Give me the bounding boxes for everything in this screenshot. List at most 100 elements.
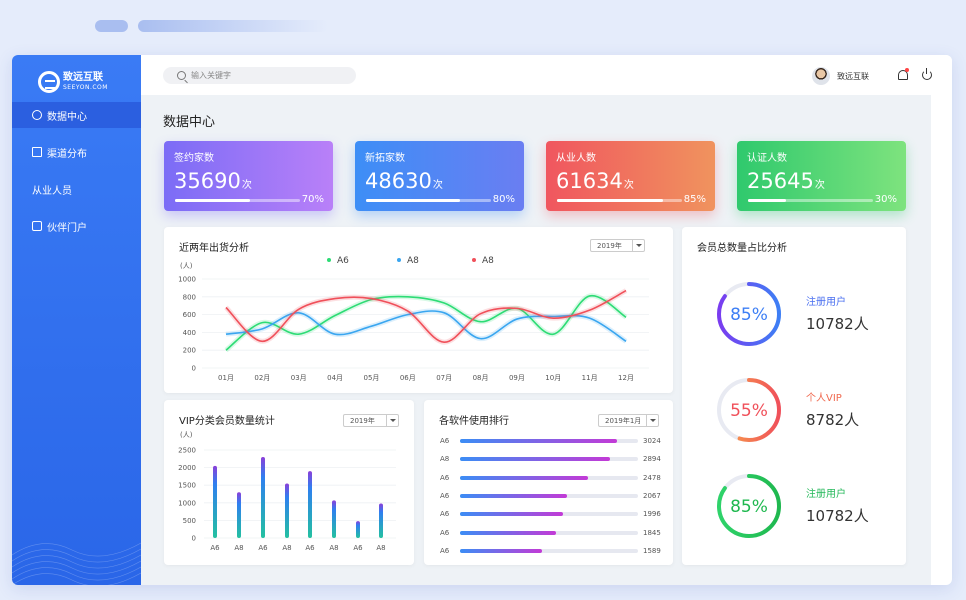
x-tick-label: A8	[282, 544, 291, 552]
ranking-fill	[460, 475, 589, 480]
stat-value-row: 61634 次	[556, 169, 705, 193]
search-input[interactable]: 输入关键字	[163, 67, 356, 84]
ranking-label: A6	[440, 491, 450, 500]
ranking-row[interactable]: A6 1845	[440, 529, 661, 537]
series-line[interactable]	[225, 295, 627, 351]
ranking-label: A6	[440, 437, 450, 445]
home-icon	[32, 147, 42, 157]
sidebar-item-partners[interactable]: 伙伴门户	[12, 213, 141, 239]
ranking-label: A8	[440, 455, 450, 464]
logo-icon	[38, 71, 60, 93]
ranking-row[interactable]: A6 1996	[440, 510, 661, 518]
stat-progress-bar	[175, 199, 300, 202]
ranking-value: 2067	[643, 491, 661, 500]
ranking-row[interactable]: A8 2894	[440, 455, 661, 463]
ranking-row[interactable]: A6 2478	[440, 474, 661, 482]
stat-card[interactable]: 签约家数 35690 次 70%	[164, 141, 333, 211]
brand-logo[interactable]: 致远互联 SEEYON.COM	[38, 69, 118, 95]
ranking-month-select[interactable]: 2019年1月	[598, 414, 659, 427]
x-tick-label: A8	[376, 544, 385, 552]
ranking-label: A6	[440, 473, 450, 482]
vip-year-select[interactable]: 2019年	[343, 414, 399, 427]
sidebar-item-data-center[interactable]: 数据中心	[12, 102, 141, 128]
user-menu[interactable]: 致远互联	[812, 67, 869, 85]
member-ring-row[interactable]: 85% 注册用户 10782人	[714, 279, 904, 349]
stat-value-row: 25645 次	[747, 169, 896, 193]
legend-label[interactable]: A6	[337, 256, 349, 266]
bar[interactable]	[308, 471, 312, 538]
stat-value: 25645	[747, 169, 814, 193]
main-content: 数据中心 签约家数 35690 次 70% 新拓家数 48630 次 80% 从业人数 61634…	[141, 95, 931, 585]
stat-label: 签约家数	[174, 153, 214, 164]
member-ring-row[interactable]: 55% 个人VIP 8782人	[714, 375, 904, 445]
stat-card[interactable]: 新拓家数 48630 次 80%	[355, 141, 524, 211]
bar[interactable]	[332, 500, 336, 538]
ring-percent: 85%	[730, 305, 768, 325]
power-icon[interactable]	[922, 68, 932, 80]
progress-ring: 85%	[717, 282, 781, 346]
stat-card[interactable]: 认证人数 25645 次 30%	[737, 141, 906, 211]
ranking-row[interactable]: A6 3024	[440, 437, 661, 445]
legend-marker	[397, 258, 401, 262]
select-value: 2019年1月	[605, 416, 642, 425]
member-ring-row[interactable]: 85% 注册用户 10782人	[714, 471, 904, 541]
stat-value-row: 48630 次	[365, 169, 514, 193]
ranking-row[interactable]: A6 2067	[440, 492, 661, 500]
stat-unit: 次	[814, 180, 825, 191]
search-placeholder: 输入关键字	[191, 71, 231, 80]
ranking-value: 2478	[643, 473, 661, 482]
partner-icon	[32, 221, 42, 231]
y-axis-unit: (人)	[180, 262, 193, 270]
y-tick-label: 400	[183, 329, 196, 337]
x-tick-label: A6	[305, 544, 315, 552]
stat-card[interactable]: 从业人数 61634 次 85%	[546, 141, 715, 211]
ranking-track	[460, 493, 638, 498]
ring-fill	[717, 378, 781, 442]
x-tick-label: 08月	[473, 374, 489, 382]
legend-marker	[327, 258, 331, 262]
bar[interactable]	[285, 483, 289, 538]
stat-unit: 次	[623, 180, 634, 191]
legend-label[interactable]: A8	[407, 256, 419, 266]
x-tick-label: 04月	[327, 374, 343, 382]
legend-marker	[472, 258, 476, 262]
bar[interactable]	[237, 492, 241, 538]
ranking-value: 1589	[643, 546, 661, 555]
x-tick-label: 02月	[254, 374, 270, 382]
ranking-label: A6	[440, 528, 450, 537]
series-line[interactable]	[225, 310, 627, 342]
ranking-value: 1845	[643, 528, 661, 537]
ranking-fill	[460, 493, 568, 498]
bar[interactable]	[356, 521, 360, 538]
x-tick-label: 07月	[436, 374, 452, 382]
sidebar-item-label: 渠道分布	[47, 148, 87, 160]
bar[interactable]	[213, 465, 217, 538]
ring-value: 10782人	[806, 507, 869, 525]
x-tick-label: 03月	[291, 374, 307, 382]
stat-label: 从业人数	[556, 153, 596, 164]
ring-text: 注册用户 10782人	[806, 293, 869, 334]
shipment-year-select[interactable]: 2019年	[590, 239, 645, 252]
shipment-line-chart: (人) 0 200 400 600 800 1000 01月 02月 03月 04月 05月 06月 07…	[178, 256, 649, 382]
ranking-card: 各软件使用排行 2019年1月 A6 3024 A8 2894 A6 2478 A6 2067…	[424, 400, 673, 565]
sidebar-item-channels[interactable]: 渠道分布	[12, 139, 141, 165]
ring-percent: 55%	[730, 401, 768, 421]
ranking-row[interactable]: A6 1589	[440, 547, 661, 555]
bar[interactable]	[261, 457, 265, 538]
ranking-track	[460, 548, 638, 553]
stat-progress-fill	[175, 199, 250, 202]
bar[interactable]	[379, 503, 383, 538]
ranking-track	[460, 475, 638, 480]
y-tick-label: 0	[192, 535, 196, 543]
ring-value: 8782人	[806, 411, 860, 429]
legend-label[interactable]: A8	[482, 256, 494, 266]
y-tick-label: 500	[183, 517, 196, 525]
stat-progress-fill	[366, 199, 460, 202]
sidebar-item-staff[interactable]: 从业人员	[12, 114, 693, 202]
top-bar: 输入关键字 致远互联	[141, 55, 952, 95]
bell-icon[interactable]	[898, 70, 908, 80]
stat-unit: 次	[432, 180, 443, 191]
series-line[interactable]	[225, 289, 627, 343]
sidebar-nav: 数据中心 渠道分布 从业人员 伙伴门户	[12, 102, 693, 250]
stat-unit: 次	[241, 180, 252, 191]
